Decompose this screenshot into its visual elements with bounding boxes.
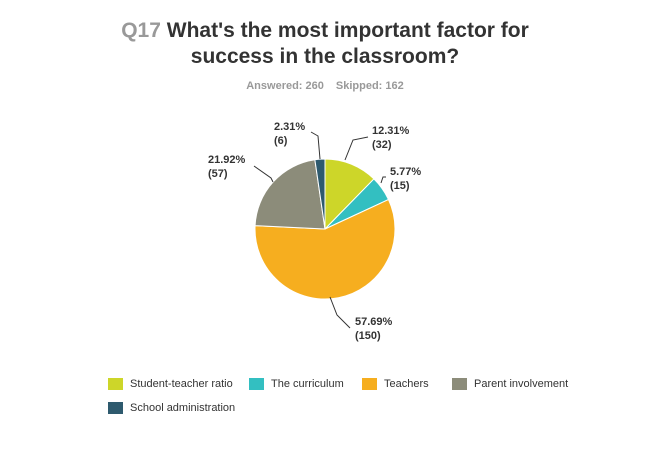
question-text-line-1: What's the most important factor for	[166, 19, 529, 42]
answered-count: Answered: 260	[246, 80, 324, 92]
legend-label: Student-teacher ratio	[130, 378, 233, 390]
slice-count-label: (57)	[208, 168, 228, 180]
legend-label: Parent involvement	[474, 378, 569, 390]
pie-slice-parent-involvement[interactable]	[254, 159, 326, 230]
slice-count-label: (6)	[274, 135, 288, 147]
legend-swatch	[108, 402, 123, 414]
leader-line	[380, 176, 386, 184]
slice-percent-label: 5.77%	[390, 166, 421, 178]
legend-swatch	[452, 378, 467, 390]
slice-count-label: (32)	[372, 139, 392, 151]
leader-line	[310, 131, 321, 160]
slice-count-label: (15)	[390, 180, 410, 192]
legend-swatch	[249, 378, 264, 390]
slice-percent-label: 12.31%	[372, 125, 410, 137]
slice-percent-label: 57.69%	[355, 316, 393, 328]
slice-percent-label: 2.31%	[274, 121, 305, 133]
legend-swatch	[108, 378, 123, 390]
legend-label: The curriculum	[271, 378, 344, 390]
leader-line	[329, 296, 351, 329]
skipped-count: Skipped: 162	[335, 80, 404, 92]
leader-line	[253, 165, 274, 183]
response-stats: Answered: 260 Skipped: 162	[0, 80, 650, 92]
question-number: Q17	[121, 19, 161, 42]
leader-line	[344, 136, 369, 161]
slice-count-label: (150)	[355, 330, 381, 342]
pie-slice-teachers[interactable]	[254, 198, 396, 300]
question-text-line-2: success in the classroom?	[190, 45, 460, 68]
slice-percent-label: 21.92%	[208, 154, 246, 166]
legend-label: School administration	[130, 402, 236, 414]
pie-slice-school-administration[interactable]	[314, 158, 326, 230]
chart-title: Q17 What's the most important factor for…	[0, 18, 650, 70]
legend-swatch	[362, 378, 377, 390]
legend-label: Teachers	[384, 378, 429, 390]
